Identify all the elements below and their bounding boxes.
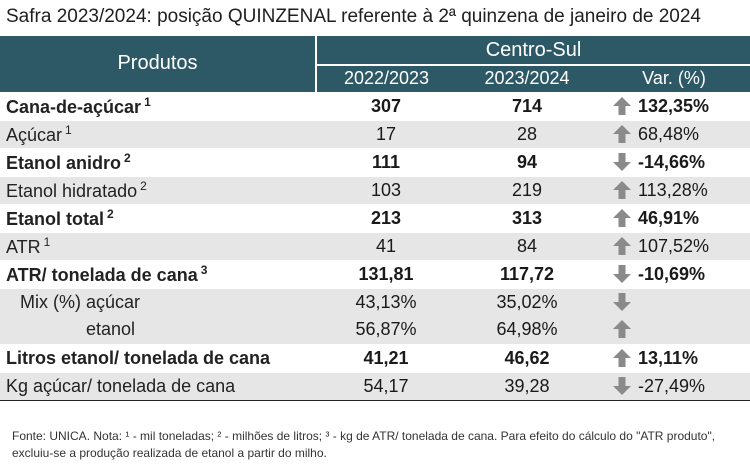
value-2023-2024: 35,02% <box>456 287 598 316</box>
row-label: Litros etanol/ tonelada de cana <box>0 343 316 372</box>
header-variation: Var. (%) <box>598 65 750 92</box>
up-arrow-icon <box>613 96 631 115</box>
value-2023-2024: 28 <box>456 119 598 148</box>
value-2023-2024: 46,62 <box>456 343 598 372</box>
variation-value: -27,49% <box>638 375 706 396</box>
value-2022-2023: 131,81 <box>316 259 456 288</box>
variation-value: 107,52% <box>638 235 710 256</box>
value-2022-2023: 111 <box>316 147 456 176</box>
production-table: Produtos Centro-Sul 2022/2023 2023/2024 … <box>0 36 750 401</box>
row-label: Cana-de-açúcar <box>6 96 142 117</box>
footnote-marker: 1 <box>144 94 151 109</box>
value-2022-2023: 41,21 <box>316 343 456 372</box>
value-2023-2024: 313 <box>456 203 598 232</box>
up-arrow-icon <box>613 236 631 255</box>
table-row: ATR 1 41 84 107,52% <box>0 231 750 260</box>
footnote-marker: 2 <box>124 150 131 165</box>
row-label: Kg açúcar/ tonelada de cana <box>0 371 316 401</box>
variation-value: 13,11% <box>638 347 699 368</box>
value-2023-2024: 64,98% <box>456 316 598 344</box>
up-arrow-icon <box>613 320 631 339</box>
table-title: Safra 2023/2024: posição QUINZENAL refer… <box>6 6 702 27</box>
table-row: Etanol hidratado 2 103 219 113,28% <box>0 175 750 204</box>
value-2022-2023: 307 <box>316 91 456 120</box>
row-label: ATR/ tonelada de cana <box>6 264 198 285</box>
up-arrow-icon <box>613 124 631 143</box>
value-2022-2023: 17 <box>316 119 456 148</box>
mix-row-ethanol: etanol 56,87% 64,98% <box>0 316 750 344</box>
value-2022-2023: 41 <box>316 231 456 260</box>
table-row: Etanol anidro 2 111 94 -14,66% <box>0 147 750 176</box>
table-row: Açúcar 1 17 28 68,48% <box>0 119 750 148</box>
row-label: Etanol total <box>6 208 104 229</box>
header-region: Centro-Sul <box>316 36 750 66</box>
footnote: Fonte: UNICA. Nota: ¹ - mil toneladas; ²… <box>12 429 716 460</box>
footnote-marker: 3 <box>200 262 208 277</box>
row-label: ATR <box>6 236 41 257</box>
header-2023-2024: 2023/2024 <box>456 65 598 92</box>
table-row: Cana-de-açúcar 1 307 714 132,35% <box>0 91 750 120</box>
table-row: ATR/ tonelada de cana 3 131,81 117,72 -10… <box>0 259 750 288</box>
down-arrow-icon <box>613 292 631 311</box>
value-2023-2024: 39,28 <box>456 371 598 401</box>
down-arrow-icon <box>613 264 631 283</box>
variation-value: 46,91% <box>638 207 700 228</box>
variation-value: 113,28% <box>638 179 708 200</box>
value-2022-2023: 56,87% <box>316 316 456 344</box>
value-2023-2024: 219 <box>456 175 598 204</box>
value-2022-2023: 54,17 <box>316 371 456 401</box>
value-2023-2024: 94 <box>456 147 598 176</box>
footnote-marker: 2 <box>140 178 147 193</box>
row-label: Etanol hidratado <box>6 180 138 201</box>
table-row: Etanol total 2 213 313 46,91% <box>0 203 750 232</box>
value-2023-2024: 84 <box>456 231 598 260</box>
mix-sub-label: açúcar <box>86 291 141 312</box>
down-arrow-icon <box>613 376 631 395</box>
value-2022-2023: 103 <box>316 175 456 204</box>
variation-value: -14,66% <box>638 151 706 172</box>
mix-sub-label: etanol <box>86 319 136 340</box>
header-products: Produtos <box>0 36 317 92</box>
table-row: Kg açúcar/ tonelada de cana 54,17 39,28 … <box>0 371 750 401</box>
row-label: Açúcar <box>6 124 63 145</box>
value-2023-2024: 117,72 <box>456 259 598 288</box>
row-label: Etanol anidro <box>6 152 122 173</box>
variation-value: 68,48% <box>638 123 700 144</box>
footnote-marker: 2 <box>107 206 114 221</box>
mix-row-sugar: Mix (%) açúcar 43,13% 35,02% <box>0 287 750 316</box>
up-arrow-icon <box>613 208 631 227</box>
variation-value: 132,35% <box>638 95 710 116</box>
value-2022-2023: 213 <box>316 203 456 232</box>
table-row: Litros etanol/ tonelada de cana 41,21 46… <box>0 343 750 372</box>
footnote-marker: 1 <box>43 234 51 249</box>
mix-label: Mix (%) <box>20 291 81 312</box>
variation-value: -10,69% <box>638 263 706 284</box>
up-arrow-icon <box>613 180 631 199</box>
header-2022-2023: 2022/2023 <box>316 65 456 92</box>
value-2022-2023: 43,13% <box>316 287 456 316</box>
footnote-marker: 1 <box>65 122 72 137</box>
down-arrow-icon <box>613 152 631 171</box>
up-arrow-icon <box>613 348 631 367</box>
value-2023-2024: 714 <box>456 91 598 120</box>
